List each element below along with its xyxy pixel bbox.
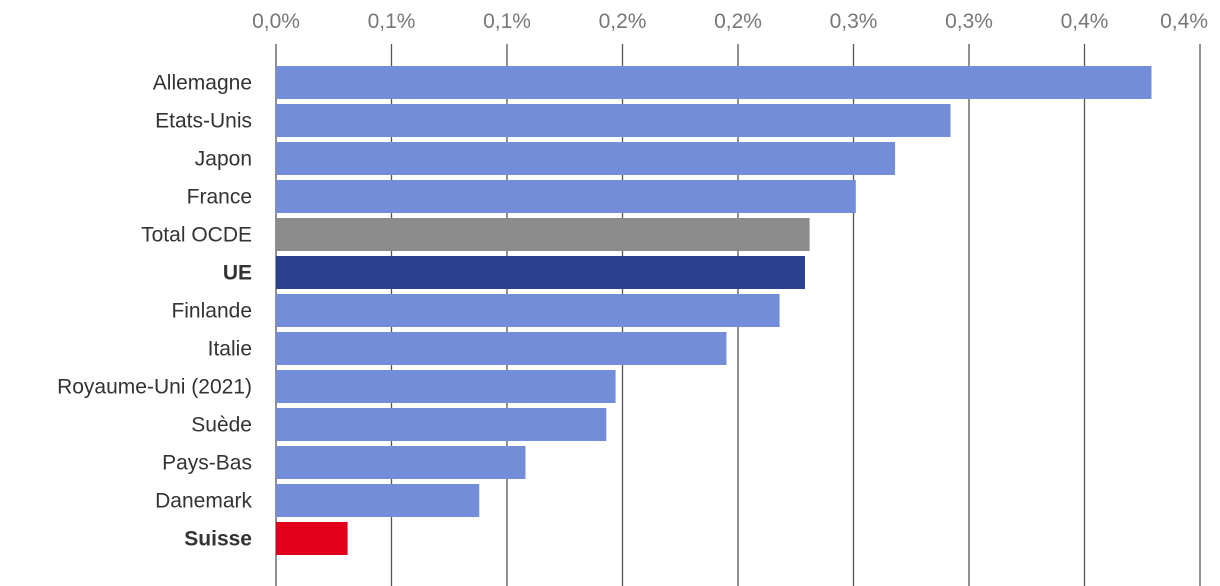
bar-su-de [276, 408, 607, 441]
x-tick-label-1: 0,1% [368, 10, 416, 33]
category-label-10: Pays-Bas [162, 452, 252, 475]
category-label-12: Suisse [184, 528, 252, 551]
x-tick-label-0: 0,0% [252, 10, 300, 33]
bars [276, 66, 1152, 555]
bar-pays-bas [276, 446, 526, 479]
bar-japon [276, 142, 896, 175]
category-label-6: Finlande [171, 300, 252, 323]
bar-total-ocde [276, 218, 810, 251]
category-label-4: Total OCDE [141, 224, 252, 247]
category-label-8: Royaume-Uni (2021) [57, 376, 252, 399]
category-label-3: France [187, 186, 252, 209]
x-tick-label-6: 0,3% [945, 10, 993, 33]
bar-italie [276, 332, 727, 365]
category-label-0: Allemagne [153, 72, 252, 95]
category-label-5: UE [223, 262, 252, 285]
category-label-1: Etats-Unis [155, 110, 252, 133]
bar-france [276, 180, 856, 213]
bar-etats-unis [276, 104, 951, 137]
x-tick-label-5: 0,3% [830, 10, 878, 33]
x-tick-label-3: 0,2% [599, 10, 647, 33]
bar-royaume-uni-2021 [276, 370, 616, 403]
x-tick-label-2: 0,1% [483, 10, 531, 33]
x-tick-label-8: 0,4% [1160, 10, 1208, 33]
category-label-7: Italie [208, 338, 252, 361]
bar-finlande [276, 294, 780, 327]
bar-danemark [276, 484, 480, 517]
bar-allemagne [276, 66, 1152, 99]
bar-ue [276, 256, 805, 289]
category-label-2: Japon [195, 148, 252, 171]
category-label-11: Danemark [155, 490, 252, 513]
category-labels: Allemagne Etats-Unis Japon France Total OCDE… [57, 72, 252, 551]
bar-suisse [276, 522, 348, 555]
x-tick-label-4: 0,2% [714, 10, 762, 33]
x-axis-tick-labels: 0,0% 0,1% 0,1% 0,2% 0,2% 0,3% 0,3% 0,4% 0,4% [252, 10, 1208, 33]
category-label-9: Suède [191, 414, 252, 437]
x-tick-label-7: 0,4% [1061, 10, 1109, 33]
